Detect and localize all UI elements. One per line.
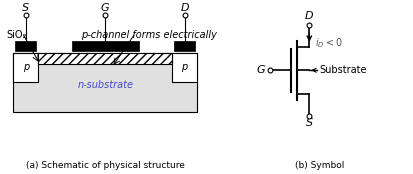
Text: p-channel forms electrically: p-channel forms electrically [81,30,216,40]
Bar [15,41,36,51]
Text: S: S [305,117,312,128]
Bar [13,53,197,112]
Text: $i_D < 0$: $i_D < 0$ [315,36,342,50]
Text: G: G [101,3,109,13]
Text: (b) Symbol: (b) Symbol [294,161,343,170]
Bar [71,41,138,51]
Text: SiO₂: SiO₂ [6,30,27,40]
Text: S: S [22,3,29,13]
Text: p: p [181,62,188,72]
Text: (a) Schematic of physical structure: (a) Schematic of physical structure [26,161,184,170]
Bar [174,41,195,51]
Text: D: D [180,3,188,13]
Text: Substrate: Substrate [318,65,366,75]
Text: D: D [304,11,313,21]
Text: G: G [256,65,265,75]
Bar [13,53,38,82]
Bar [38,53,172,64]
Bar [172,53,197,82]
Text: n-substrate: n-substrate [77,80,133,90]
Text: p: p [23,62,29,72]
